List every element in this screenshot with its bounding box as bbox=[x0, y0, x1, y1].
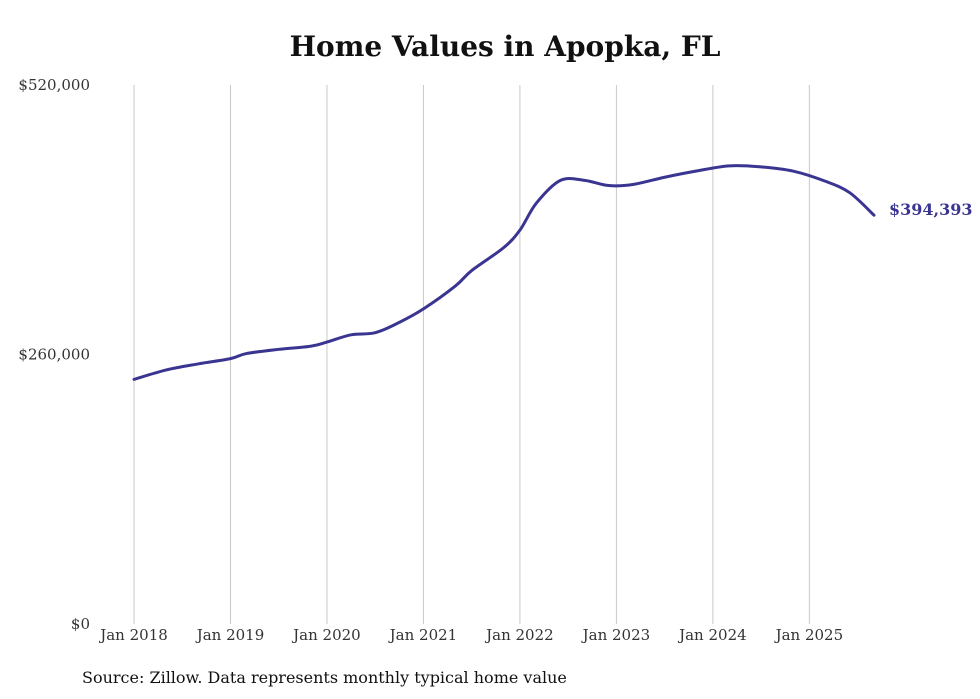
x-tick-label: Jan 2020 bbox=[291, 626, 361, 644]
y-axis: $0 $260,000 $520,000 bbox=[18, 76, 90, 633]
y-tick-label: $0 bbox=[71, 615, 90, 633]
series-layer: $394,393 bbox=[132, 164, 973, 381]
x-tick-label: Jan 2023 bbox=[581, 626, 651, 644]
series-line bbox=[132, 164, 876, 381]
vertical-gridlines bbox=[133, 85, 810, 624]
x-tick-label: Jan 2021 bbox=[388, 626, 458, 644]
x-tick-label: Jan 2025 bbox=[774, 626, 844, 644]
y-tick-label: $520,000 bbox=[18, 76, 90, 94]
x-tick-label: Jan 2018 bbox=[98, 626, 168, 644]
source-note: Source: Zillow. Data represents monthly … bbox=[82, 668, 567, 687]
x-tick-label: Jan 2022 bbox=[484, 626, 554, 644]
x-axis: Jan 2018 Jan 2019 Jan 2020 Jan 2021 Jan 2022… bbox=[98, 626, 843, 644]
x-tick-label: Jan 2024 bbox=[677, 626, 747, 644]
end-value-label: $394,393 bbox=[889, 200, 973, 219]
x-tick-label: Jan 2019 bbox=[195, 626, 265, 644]
chart-title: Home Values in Apopka, FL bbox=[289, 30, 721, 63]
line-chart: $0$260,000$520,000 Jan 2018 Jan 2019 Jan 2… bbox=[18, 76, 973, 644]
y-tick-label: $260,000 bbox=[18, 346, 90, 364]
